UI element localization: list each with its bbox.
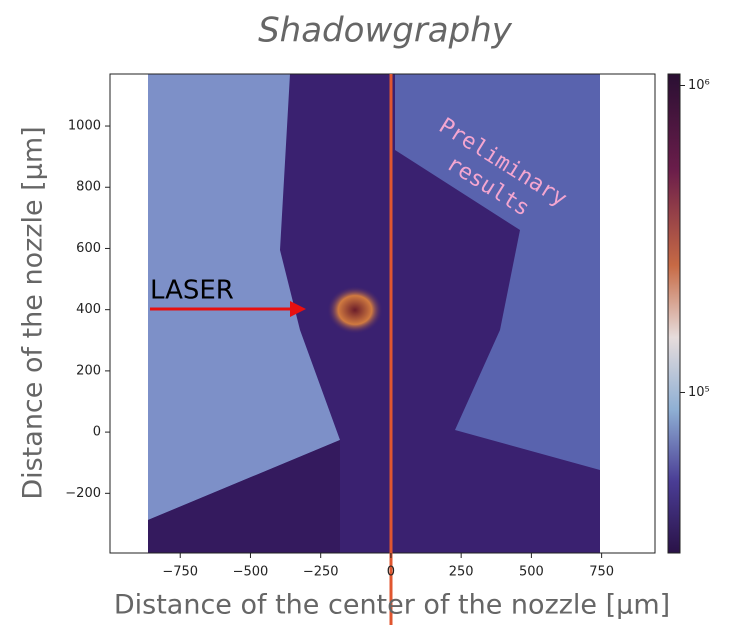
y-tick-label: 800	[76, 180, 101, 195]
x-tick-label: 750	[589, 565, 614, 580]
y-tick-label: 1000	[68, 119, 101, 134]
laser-label: LASER	[150, 276, 234, 306]
y-tick-label: 0	[93, 425, 101, 440]
colorbar-tick-label: 10⁶	[688, 78, 710, 93]
x-tick-label: −500	[233, 565, 269, 580]
figure: Shadowgraphy LASER Preliminary results D…	[0, 0, 738, 625]
x-tick-label: 500	[519, 565, 544, 580]
chart-title: Shadowgraphy	[258, 11, 513, 51]
x-tick-label: 0	[387, 565, 395, 580]
y-tick-label: 400	[76, 302, 101, 317]
image	[148, 74, 600, 553]
x-axis-label: Distance of the center of the nozzle [µm…	[114, 590, 670, 621]
y-tick-label: 200	[76, 363, 101, 378]
colorbar-tick-label: 10⁵	[688, 385, 710, 400]
x-tick-label: −250	[303, 565, 339, 580]
x-tick-label: 250	[449, 565, 474, 580]
y-tick-label: 600	[76, 241, 101, 256]
hot-spot	[327, 286, 383, 334]
colorbar	[668, 74, 680, 553]
x-tick-label: −750	[162, 565, 198, 580]
y-axis-label: Distance of the nozzle [µm]	[18, 126, 49, 499]
y-tick-label: −200	[65, 486, 101, 501]
